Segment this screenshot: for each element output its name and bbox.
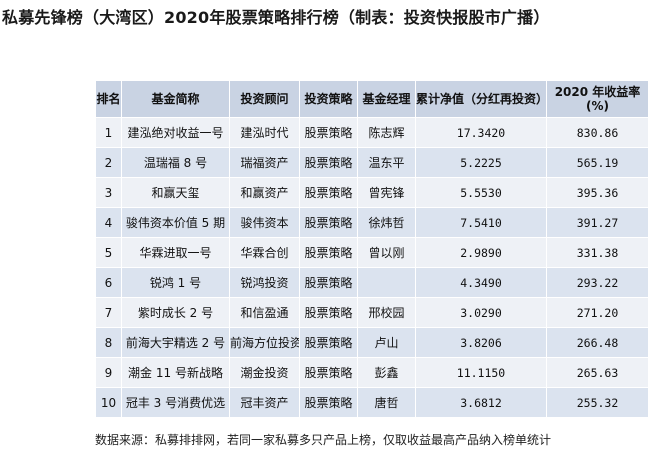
cell-manager: 徐炜哲 [357,207,416,238]
cell-advisor: 和信盈通 [229,297,300,328]
cell-nav: 2.9890 [415,237,547,268]
cell-manager: 彭鑫 [357,357,416,388]
cell-return: 391.27 [546,207,649,238]
page-title: 私募先锋榜（大湾区）2020年股票策略排行榜（制表：投资快报股市广播） [2,8,550,27]
footnote: 数据来源：私募排排网，若同一家私募多只产品上榜，仅取收益最高产品纳入榜单统计 [95,433,552,447]
cell-advisor: 冠丰资产 [229,387,300,418]
cell-nav: 4.3490 [415,267,547,298]
table-row: 6 锐鸿 1 号锐鸿投资 股票策略 4.3490 293.22 [95,267,649,298]
cell-return: 395.36 [546,177,649,208]
header-nav: 累计净值（分红再投资） [415,80,547,118]
cell-manager: 陈志辉 [357,117,416,148]
cell-manager: 温东平 [357,147,416,178]
cell-rank: 2 [95,147,122,178]
cell-fund-name: 冠丰 3 号消费优选 [121,387,230,418]
cell-manager: 卢山 [357,327,416,358]
cell-rank: 1 [95,117,122,148]
cell-return: 830.86 [546,117,649,148]
header-return-line2: (%) [586,99,609,113]
header-return: 2020 年收益率 (%) [546,80,649,118]
cell-rank: 6 [95,267,122,298]
table-row: 10 冠丰 3 号消费优选 冠丰资产 股票策略 唐哲 3.6812 255.32 [95,387,649,418]
cell-fund-name: 华霖进取一号 [121,237,230,268]
cell-return: 565.19 [546,147,649,178]
cell-advisor: 潮金投资 [229,357,300,388]
cell-advisor: 建泓时代 [229,117,300,148]
table-row: 2 温瑞福 8 号瑞福资产 股票策略 温东平 5.2225 565.19 [95,147,649,178]
cell-strategy: 股票策略 [299,267,358,298]
cell-advisor: 前海方位投资 [229,327,300,358]
table-row: 9 潮金 11 号新战略 潮金投资 股票策略 彭鑫 11.1150 265.63 [95,357,649,388]
cell-manager: 邢校园 [357,297,416,328]
cell-advisor: 和赢资产 [229,177,300,208]
cell-rank: 9 [95,357,122,388]
cell-manager: 曾宪锋 [357,177,416,208]
cell-manager: 唐哲 [357,387,416,418]
cell-strategy: 股票策略 [299,387,358,418]
cell-strategy: 股票策略 [299,357,358,388]
cell-manager [357,267,416,298]
table-row: 4 骏伟资本价值 5 期骏伟资本 股票策略 徐炜哲 7.5410 391.27 [95,207,649,238]
cell-fund-name: 骏伟资本价值 5 期 [121,207,230,238]
cell-fund-name: 建泓绝对收益一号 [121,117,230,148]
header-advisor: 投资顾问 [229,80,300,118]
cell-nav: 5.2225 [415,147,547,178]
cell-nav: 7.5410 [415,207,547,238]
table-row: 1 建泓绝对收益一号 建泓时代 股票策略 陈志辉 17.3420 830.86 [95,117,649,148]
cell-fund-name: 潮金 11 号新战略 [121,357,230,388]
cell-rank: 10 [95,387,122,418]
header-manager: 基金经理 [357,80,416,118]
cell-strategy: 股票策略 [299,327,358,358]
cell-rank: 7 [95,297,122,328]
cell-return: 266.48 [546,327,649,358]
cell-nav: 3.8206 [415,327,547,358]
cell-manager: 曾以刚 [357,237,416,268]
cell-return: 255.32 [546,387,649,418]
cell-rank: 3 [95,177,122,208]
table-row: 3 和赢天玺 和赢资产 股票策略 曾宪锋 5.5530 395.36 [95,177,649,208]
cell-strategy: 股票策略 [299,177,358,208]
cell-advisor: 华霖合创 [229,237,300,268]
header-fund-name: 基金简称 [121,80,230,118]
cell-strategy: 股票策略 [299,297,358,328]
cell-strategy: 股票策略 [299,207,358,238]
cell-nav: 5.5530 [415,177,547,208]
header-strategy: 投资策略 [299,80,358,118]
cell-return: 265.63 [546,357,649,388]
cell-return: 271.20 [546,297,649,328]
cell-return: 331.38 [546,237,649,268]
cell-rank: 5 [95,237,122,268]
cell-nav: 11.1150 [415,357,547,388]
cell-advisor: 瑞福资产 [229,147,300,178]
cell-nav: 3.6812 [415,387,547,418]
cell-fund-name: 锐鸿 1 号 [121,267,230,298]
header-return-line1: 2020 年收益率 [554,85,641,99]
cell-rank: 4 [95,207,122,238]
cell-nav: 3.0290 [415,297,547,328]
cell-advisor: 骏伟资本 [229,207,300,238]
cell-return: 293.22 [546,267,649,298]
table-row: 5 华霖进取一号 华霖合创 股票策略 曾以刚 2.9890 331.38 [95,237,649,268]
table-row: 7 紫时成长 2 号和信盈通 股票策略 邢校园 3.0290 271.20 [95,297,649,328]
cell-fund-name: 和赢天玺 [121,177,230,208]
cell-fund-name: 前海大宇精选 2 号 [121,327,230,358]
ranking-table-container: 排名 基金简称 投资顾问 投资策略 基金经理 累计净值（分红再投资） 2020 … [95,80,649,418]
cell-fund-name: 温瑞福 8 号 [121,147,230,178]
cell-strategy: 股票策略 [299,237,358,268]
cell-strategy: 股票策略 [299,147,358,178]
ranking-table: 排名 基金简称 投资顾问 投资策略 基金经理 累计净值（分红再投资） 2020 … [95,80,649,418]
table-row: 8 前海大宇精选 2 号前海方位投资 股票策略 卢山 3.8206 266.48 [95,327,649,358]
cell-advisor: 锐鸿投资 [229,267,300,298]
cell-strategy: 股票策略 [299,117,358,148]
cell-fund-name: 紫时成长 2 号 [121,297,230,328]
table-header-row: 排名 基金简称 投资顾问 投资策略 基金经理 累计净值（分红再投资） 2020 … [95,80,649,118]
table-body: 1 建泓绝对收益一号 建泓时代 股票策略 陈志辉 17.3420 830.86 2 温瑞福 8 … [95,117,649,418]
cell-nav: 17.3420 [415,117,547,148]
header-rank: 排名 [95,80,122,118]
cell-rank: 8 [95,327,122,358]
